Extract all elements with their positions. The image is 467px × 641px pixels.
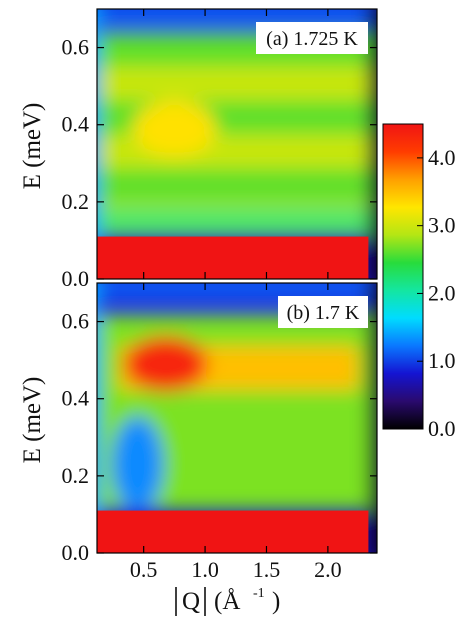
colorbar: 0.0 1.0 2.0 3.0 4.0 (382, 123, 456, 441)
panel-b-y-axis-title: E (meV) (19, 377, 46, 464)
y-tick-label: 0.6 (62, 309, 90, 334)
x-axis-title-close: ) (272, 588, 280, 615)
x-axis-title-q: Q (182, 588, 200, 615)
x-axis-title-exponent: -1 (253, 586, 265, 601)
y-tick-label: 0.4 (62, 386, 90, 411)
x-tick-label: 0.5 (130, 557, 158, 582)
colorbar-tick-label: 1.0 (428, 348, 456, 373)
colorbar-tick-label: 2.0 (428, 280, 456, 305)
y-tick-label: 0.4 (62, 112, 90, 137)
heatmap-continuum-edge (97, 206, 369, 237)
y-tick-label: 0.2 (62, 463, 90, 488)
colorbar-tick-label: 4.0 (428, 145, 456, 170)
panel-b-label: (b) 1.7 K (287, 302, 360, 324)
panel-b-heatmap (97, 283, 377, 553)
y-tick-label: 0.2 (62, 189, 90, 214)
colorbar-tick-label: 3.0 (428, 213, 456, 238)
colorbar-tick-label: 0.0 (428, 416, 456, 441)
heatmap-no-coverage-right (368, 9, 377, 279)
y-tick-label: 0.0 (62, 540, 90, 565)
heatmap-no-coverage-right (368, 283, 377, 553)
panel-b-elastic-band (97, 510, 369, 553)
panel-b-frame (96, 282, 378, 554)
heatmap-low-pocket (111, 416, 164, 513)
panel-a-label-box (256, 22, 368, 54)
colorbar-ticks: 0.0 1.0 2.0 3.0 4.0 (417, 145, 456, 441)
heatmap-hotspot (132, 100, 217, 157)
colorbar-bar (382, 123, 424, 430)
x-axis-title-unit: (Å (214, 588, 240, 615)
heatmap-no-coverage-left (97, 9, 99, 279)
panel-b-ticks: 0.0 0.2 0.4 0.6 0.5 1.0 1.5 2.0 (62, 283, 377, 582)
panel-a: 0.0 0.2 0.4 0.6 (a) 1.725 K E (meV) (19, 8, 378, 291)
heatmap-no-coverage-left (97, 283, 99, 553)
x-axis-title: Q (Å -1 ) (175, 586, 280, 616)
x-tick-label: 1.5 (253, 557, 281, 582)
y-tick-label: 0.6 (62, 35, 90, 60)
panel-a-ticks: 0.0 0.2 0.4 0.6 (62, 9, 377, 291)
x-tick-label: 1.0 (191, 557, 219, 582)
heatmap-continuum-band (97, 66, 369, 102)
y-tick-label: 0.0 (62, 266, 90, 291)
x-tick-label: 2.0 (314, 557, 342, 582)
panel-a-elastic-band (97, 236, 369, 279)
heatmap-hotspot (123, 336, 208, 392)
panel-a-frame (96, 8, 378, 280)
panel-b: 0.0 0.2 0.4 0.6 0.5 1.0 1.5 2.0 (b) 1.7 K E (me… (19, 282, 378, 582)
panel-a-label: (a) 1.725 K (266, 28, 358, 50)
panel-b-label-box (278, 296, 368, 328)
heatmap-continuum-band (97, 168, 369, 204)
panel-a-y-axis-title: E (meV) (19, 103, 46, 190)
